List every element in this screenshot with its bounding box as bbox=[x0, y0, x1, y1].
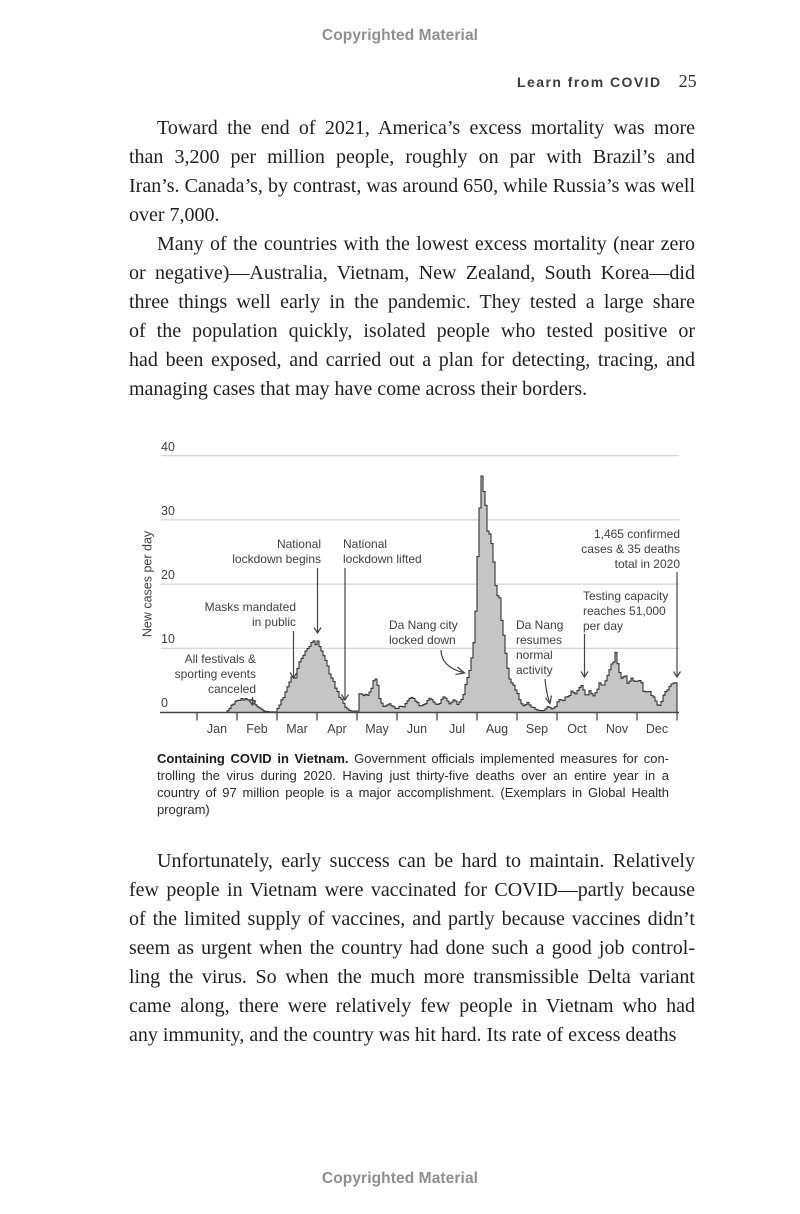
svg-text:Mar: Mar bbox=[286, 722, 308, 736]
svg-text:in public: in public bbox=[252, 615, 296, 629]
svg-text:All festivals &: All festivals & bbox=[185, 652, 256, 666]
svg-text:Da Nang: Da Nang bbox=[516, 618, 563, 632]
svg-text:Sep: Sep bbox=[526, 722, 548, 736]
svg-text:per day: per day bbox=[583, 619, 623, 633]
svg-text:Masks mandated: Masks mandated bbox=[205, 600, 296, 614]
svg-text:Dec: Dec bbox=[646, 722, 668, 736]
svg-text:locked down: locked down bbox=[389, 633, 456, 647]
svg-text:0: 0 bbox=[161, 696, 168, 710]
svg-text:Jul: Jul bbox=[449, 722, 465, 736]
svg-text:total in 2020: total in 2020 bbox=[615, 557, 681, 571]
svg-text:National: National bbox=[343, 537, 387, 551]
svg-text:lockdown lifted: lockdown lifted bbox=[343, 552, 422, 566]
svg-text:Da Nang city: Da Nang city bbox=[389, 618, 458, 632]
svg-text:sporting events: sporting events bbox=[175, 667, 256, 681]
svg-text:Apr: Apr bbox=[327, 722, 346, 736]
svg-text:Jun: Jun bbox=[407, 722, 427, 736]
svg-text:20: 20 bbox=[161, 568, 175, 582]
svg-text:National: National bbox=[277, 537, 321, 551]
svg-text:reaches 51,000: reaches 51,000 bbox=[583, 604, 666, 618]
svg-text:1,465 confirmed: 1,465 confirmed bbox=[594, 527, 680, 541]
svg-text:resumes: resumes bbox=[516, 633, 562, 647]
svg-text:canceled: canceled bbox=[208, 682, 256, 696]
svg-text:Nov: Nov bbox=[606, 722, 629, 736]
svg-text:Testing capacity: Testing capacity bbox=[583, 589, 668, 603]
svg-text:Feb: Feb bbox=[246, 722, 268, 736]
svg-text:Jan: Jan bbox=[207, 722, 227, 736]
svg-text:40: 40 bbox=[161, 440, 175, 454]
svg-text:10: 10 bbox=[161, 632, 175, 646]
svg-text:30: 30 bbox=[161, 504, 175, 518]
svg-text:lockdown begins: lockdown begins bbox=[232, 552, 321, 566]
svg-text:Oct: Oct bbox=[567, 722, 587, 736]
svg-text:cases & 35 deaths: cases & 35 deaths bbox=[581, 542, 680, 556]
svg-text:Aug: Aug bbox=[486, 722, 508, 736]
svg-text:May: May bbox=[365, 722, 389, 736]
svg-text:activity: activity bbox=[516, 663, 553, 677]
svg-text:New cases per day: New cases per day bbox=[141, 530, 155, 637]
svg-text:normal: normal bbox=[516, 648, 553, 662]
